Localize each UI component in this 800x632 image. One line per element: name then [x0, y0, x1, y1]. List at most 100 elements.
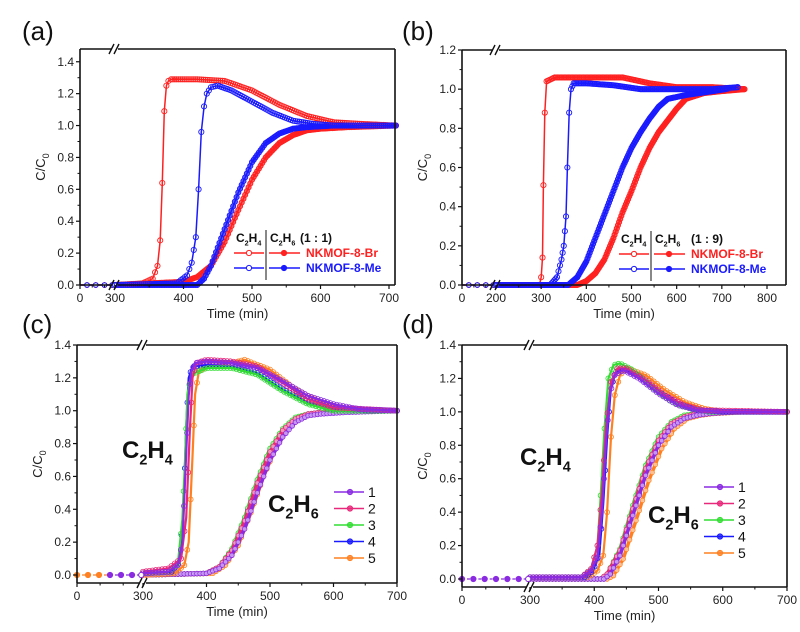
series-1-c2h4-marker [282, 380, 289, 386]
series-nkmof-8-me-c2h4-marker [310, 120, 317, 127]
series-nkmof-8-me-c2h4-marker [306, 120, 313, 127]
series-1-c2h4-marker [692, 406, 699, 413]
series-nkmof-8-me-c2h4-marker [370, 122, 377, 129]
legend-marker-4 [346, 538, 354, 545]
series-nkmof-8-me-c2h4-marker [205, 87, 212, 94]
legend-marker-open-br [245, 249, 253, 257]
legend-header-c2h6-c: C [270, 231, 279, 245]
series-1-c2h4-marker [763, 408, 770, 415]
x-tick-label: 500 [242, 291, 262, 305]
series-5-c2h6-marker [642, 487, 649, 494]
series-nkmof-8-me-c2h4-marker [349, 122, 356, 129]
series-3-c2h4-marker [313, 403, 319, 410]
series-nkmof-8-br-c2h4-marker [179, 76, 186, 83]
series-nkmof-8-me-c2h4-marker [183, 272, 190, 279]
series-1-c2h4-marker [302, 391, 308, 397]
y-tick-label: 0.2 [439, 539, 456, 553]
series-nkmof-8-me-c2h4-marker [150, 280, 158, 288]
gas-label-c2h4-sub2: 4 [563, 460, 571, 476]
series-nkmof-8-me-c2h4-marker [290, 117, 297, 124]
axis-break-mark [523, 339, 530, 351]
y-tick-label: 0.4 [57, 214, 74, 228]
legend-header-c2h6-sub1: 2 [664, 239, 668, 248]
series-1-c2h4-marker [743, 408, 750, 415]
series-1-c2h6-marker [245, 517, 251, 523]
series-3-c2h4-marker [208, 365, 215, 371]
series-nkmof-8-me-c2h4-marker [322, 121, 330, 128]
legend-label-2: 2 [368, 501, 376, 517]
series-3-c2h4-marker [281, 388, 288, 395]
series-nkmof-8-br-c2h4-marker [219, 77, 226, 84]
series-nkmof-8-me-c2h4-marker [343, 122, 350, 129]
y-tick-label: 0.4 [439, 200, 456, 214]
series-1-c2h4-marker [232, 360, 238, 367]
series-nkmof-8-br-c2h4-marker [538, 274, 545, 281]
series-nkmof-8-br-c2h4-marker [183, 76, 190, 83]
series-1-c2h6-marker [626, 522, 633, 529]
series-1-c2h6-marker [662, 433, 668, 439]
y-tick-label: 1.2 [439, 43, 456, 57]
series-1-c2h4-marker [311, 395, 318, 401]
series-nkmof-8-me-c2h4-marker [144, 281, 151, 288]
series-1-c2h4-marker [321, 398, 327, 404]
series-1-c2h4-marker [346, 404, 353, 411]
series-1-c2h4-marker [718, 408, 725, 415]
series-nkmof-8-me-c2h4-marker [378, 122, 385, 129]
gas-label-c2h6-h: H [293, 491, 310, 518]
y-tick-label: 1.2 [439, 371, 456, 385]
series-nkmof-8-me-c2h4-marker [341, 122, 348, 129]
axis-break-mark [523, 581, 530, 593]
series-1-c2h4-marker [251, 364, 258, 371]
series-3-c2h4-marker [243, 368, 250, 375]
series-1-c2h4-marker [676, 402, 683, 409]
series-1-c2h4-marker [359, 406, 365, 413]
series-nkmof-8-me-c2h4-marker [192, 234, 199, 241]
series-1-c2h4-marker [365, 406, 372, 413]
gas-label-c2h6-sub2: 6 [311, 507, 319, 523]
series-1-c2h4-marker [257, 366, 264, 373]
series-nkmof-8-br-c2h4-marker [741, 86, 748, 93]
series-1-c2h6-marker [614, 559, 620, 565]
series-1-c2h4-marker [682, 404, 689, 411]
legend-header-c2h4-h: H [634, 232, 643, 246]
series-nkmof-8-br-c2h4-marker [200, 76, 207, 83]
series-nkmof-8-me-c2h4-marker [146, 281, 153, 288]
series-5-c2h4-marker [604, 509, 610, 516]
series-1-c2h6-marker [649, 457, 655, 464]
series-1-c2h4-marker [536, 574, 543, 581]
pre-break-marker [492, 575, 500, 583]
series-3-c2h4-marker [199, 367, 205, 373]
series-nkmof-8-br-c2h4-marker [202, 76, 209, 83]
series-1-c2h4-marker [276, 376, 283, 383]
series-nkmof-8-br-c2h4-marker [161, 108, 168, 115]
series-1-c2h4-marker [330, 401, 337, 408]
series-nkmof-8-br-c2h4-marker [190, 76, 197, 83]
series-1-c2h4-marker [222, 359, 229, 366]
series-1-c2h6-marker [607, 571, 614, 577]
series-nkmof-8-me-c2h4-marker [355, 122, 362, 129]
series-5-c2h4-marker [600, 552, 607, 559]
series-1-c2h4-marker [618, 368, 625, 374]
series-1-c2h6-marker [646, 465, 652, 471]
legend-header-c2h4: C2H4 [621, 232, 646, 248]
series-nkmof-8-br-c2h4-marker [157, 237, 164, 244]
x-tick-label: 700 [712, 291, 732, 305]
series-5-c2h6-marker [659, 445, 665, 452]
legend-label-2: 2 [738, 496, 746, 512]
series-1-c2h4-marker [292, 385, 299, 392]
series-nkmof-8-me-c2h4-marker [353, 122, 360, 129]
series-nkmof-8-me-c2h4-marker [318, 121, 325, 128]
series-3-c2h4-marker [608, 366, 615, 373]
series-nkmof-8-br-c2h4-marker [173, 76, 180, 83]
series-1-c2h6-marker [276, 440, 283, 446]
series-1-c2h6-marker [652, 450, 658, 456]
series-nkmof-8-me-c2h4-marker [292, 118, 299, 125]
series-1-c2h4-marker [235, 361, 242, 368]
series-1-c2h6-marker [286, 426, 292, 433]
series-1-c2h6-marker [251, 499, 257, 505]
series-1-c2h4-marker [254, 365, 261, 371]
series-1-c2h4-marker [666, 397, 673, 404]
series-1-c2h4-marker [228, 360, 235, 366]
series-1-c2h4-marker [238, 362, 245, 368]
legend-label-3: 3 [368, 517, 376, 533]
